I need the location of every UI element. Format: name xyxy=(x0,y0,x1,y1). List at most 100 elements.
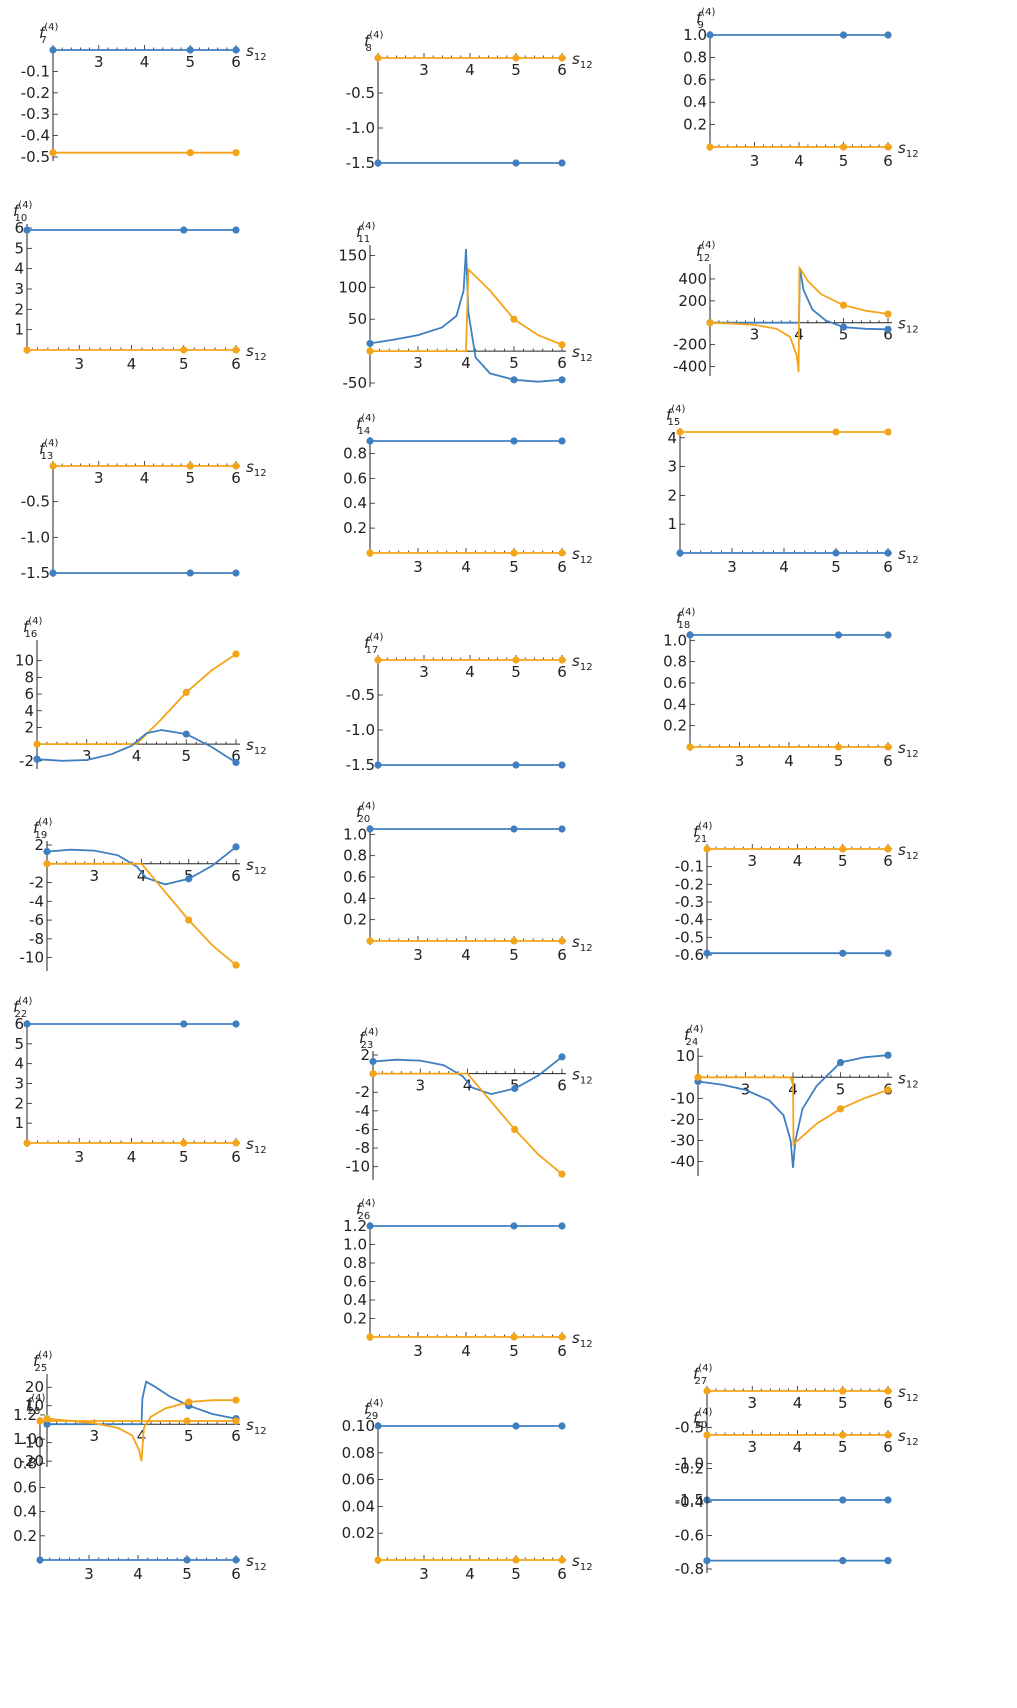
y-tick-label: 0.2 xyxy=(13,1527,37,1545)
series-point-blue xyxy=(703,1557,711,1565)
x-tick-label: 3 xyxy=(74,355,84,373)
x-axis-title: s12 xyxy=(572,1329,593,1350)
series-point-orange xyxy=(512,656,520,664)
y-tick-label: 0.10 xyxy=(342,1417,375,1435)
x-axis-title: s12 xyxy=(246,1552,267,1573)
x-tick-label: 5 xyxy=(838,1394,848,1412)
x-tick-label: 3 xyxy=(413,354,423,372)
y-tick-label: 0.4 xyxy=(343,889,367,907)
series-line-orange xyxy=(373,1072,563,1175)
chart-panel-f28: 3 4 5 6 s12 1.2 1.0 0.8 0.6 0.4 0.2 f(4) 28 xyxy=(13,1393,266,1583)
x-axis-title: s12 xyxy=(572,50,593,71)
y-tick-label: -0.4 xyxy=(675,1493,704,1511)
series-point-orange xyxy=(185,916,193,924)
y-tick-label: -30 xyxy=(671,1131,696,1149)
series-point-blue xyxy=(884,949,892,957)
y-tick-label: 0.06 xyxy=(342,1471,375,1489)
x-tick-label: 4 xyxy=(137,867,147,885)
y-tick-label: 4 xyxy=(14,1055,24,1073)
series-point-orange xyxy=(366,937,374,945)
series-point-blue xyxy=(232,1556,240,1564)
series-point-orange xyxy=(510,549,518,557)
x-tick-label: 5 xyxy=(509,1342,519,1360)
y-tick-label: -6 xyxy=(29,911,44,929)
y-axis-title: f(4) 25 xyxy=(33,1350,53,1374)
x-tick-label: 6 xyxy=(557,61,567,79)
y-tick-label: -0.4 xyxy=(675,911,704,929)
x-axis-title: s12 xyxy=(246,458,267,479)
y-tick-label: 0.2 xyxy=(343,1310,367,1328)
series-point-orange xyxy=(839,845,847,853)
x-tick-label: 4 xyxy=(140,469,150,487)
series-point-orange xyxy=(369,1070,377,1078)
y-tick-label: 2 xyxy=(667,486,677,504)
x-tick-label: 6 xyxy=(231,1565,241,1583)
series-point-blue xyxy=(232,226,240,234)
y-tick-label: -0.2 xyxy=(21,84,50,102)
x-tick-label: 4 xyxy=(127,1148,137,1166)
y-tick-label: 0.8 xyxy=(663,653,687,671)
y-axis-title: f(4) 26 xyxy=(356,1198,376,1222)
x-tick-label: 6 xyxy=(883,1394,893,1412)
y-tick-label: -20 xyxy=(20,1452,45,1470)
series-line-blue xyxy=(372,1056,563,1096)
x-axis-title: s12 xyxy=(572,1552,593,1573)
y-tick-label: 2 xyxy=(34,836,44,854)
chart-panel-f17: 3 4 5 6 s12 -0.5 -1.0 -1.5 f(4) 17 xyxy=(346,632,593,774)
series-point-orange xyxy=(510,937,518,945)
series-point-orange xyxy=(366,549,374,557)
x-tick-label: 3 xyxy=(419,61,429,79)
series-point-orange xyxy=(43,860,51,868)
series-point-orange xyxy=(686,743,694,751)
x-tick-label: 5 xyxy=(184,1427,194,1445)
series-point-orange xyxy=(884,428,892,436)
chart-panel-f8: 3 4 5 6 s12 -0.5 -1.0 -1.5 f(4) 8 xyxy=(346,30,593,172)
y-tick-label: 3 xyxy=(667,458,677,476)
y-axis-title: f(4) 21 xyxy=(693,821,713,845)
y-tick-label: -40 xyxy=(671,1152,696,1170)
y-tick-label: 5 xyxy=(14,1035,24,1053)
series-line-orange xyxy=(698,1076,889,1147)
x-tick-label: 3 xyxy=(94,469,104,487)
x-tick-label: 5 xyxy=(509,946,519,964)
y-axis-title: f(4) 28 xyxy=(26,1393,46,1417)
series-point-orange xyxy=(49,462,57,470)
series-point-blue xyxy=(366,339,374,348)
series-point-orange xyxy=(232,346,240,354)
y-tick-label: 6 xyxy=(24,685,34,703)
x-tick-label: 4 xyxy=(461,558,471,576)
series-point-blue xyxy=(884,31,892,39)
series-point-blue xyxy=(366,437,374,445)
series-point-blue xyxy=(834,631,843,639)
y-tick-label: 200 xyxy=(678,292,707,310)
x-axis-title: s12 xyxy=(898,545,919,566)
chart-panel-f13: 3 4 5 6 s12 -0.5 -1.0 -1.5 f(4) 13 xyxy=(21,438,267,582)
series-point-blue xyxy=(49,569,57,577)
x-tick-label: 6 xyxy=(231,355,241,373)
series-point-orange xyxy=(33,740,41,748)
series-point-orange xyxy=(366,1333,374,1341)
x-tick-label: 3 xyxy=(413,946,423,964)
y-tick-label: 0.2 xyxy=(343,519,367,537)
y-tick-label: 3 xyxy=(14,280,24,298)
series-point-blue xyxy=(232,569,240,577)
series-point-blue xyxy=(884,1051,892,1059)
x-tick-label: 5 xyxy=(509,354,519,372)
series-point-orange xyxy=(884,143,892,151)
y-tick-label: 150 xyxy=(338,246,367,264)
series-point-blue xyxy=(23,226,31,234)
x-tick-label: 6 xyxy=(557,946,567,964)
y-tick-label: -2 xyxy=(355,1083,370,1101)
series-point-orange xyxy=(836,1105,845,1113)
series-point-blue xyxy=(884,1496,892,1504)
y-tick-label: 10 xyxy=(676,1047,695,1065)
series-point-orange xyxy=(180,346,188,354)
series-point-blue xyxy=(512,1422,520,1430)
series-point-orange xyxy=(366,347,374,355)
series-point-orange xyxy=(36,1417,44,1425)
x-tick-label: 5 xyxy=(838,1438,848,1456)
x-tick-label: 5 xyxy=(834,752,844,770)
